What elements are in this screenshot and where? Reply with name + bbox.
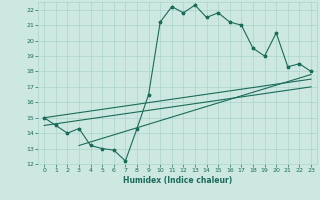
X-axis label: Humidex (Indice chaleur): Humidex (Indice chaleur) — [123, 176, 232, 185]
